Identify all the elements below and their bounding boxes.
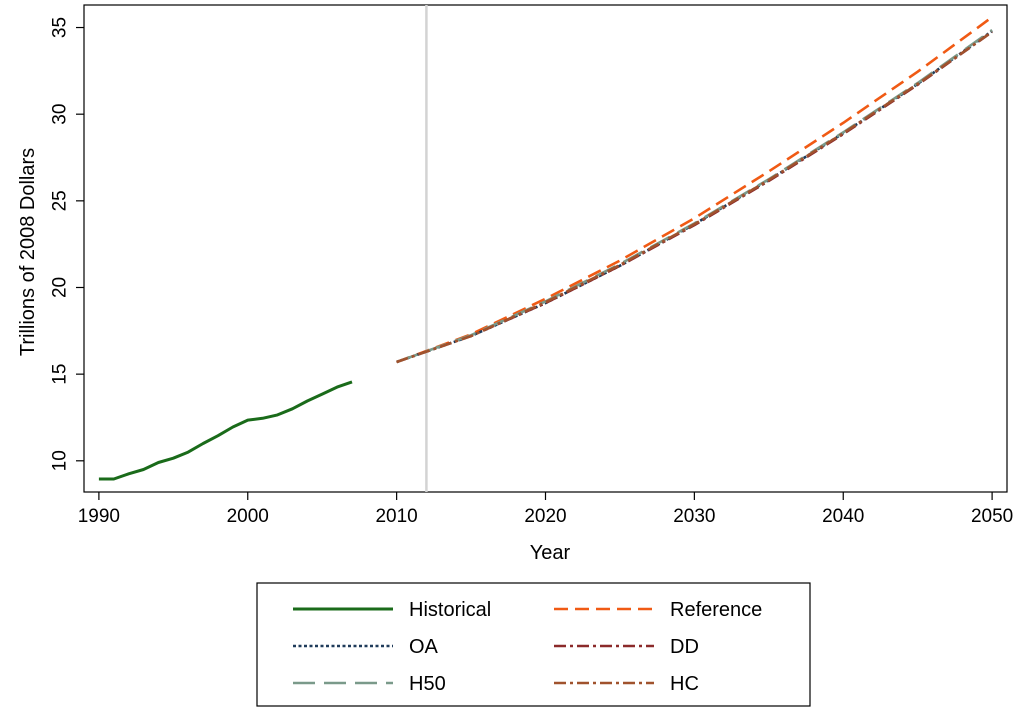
y-tick-label: 15 <box>50 364 71 385</box>
legend-label-oa: OA <box>409 636 439 658</box>
y-tick-label: 35 <box>50 17 71 38</box>
legend-label-historical: Historical <box>409 599 491 621</box>
x-tick-label: 2010 <box>375 506 417 527</box>
y-tick-label: 20 <box>50 277 71 298</box>
y-axis-title: Trillions of 2008 Dollars <box>17 148 39 356</box>
y-tick-label: 10 <box>50 450 71 471</box>
x-tick-label: 2030 <box>673 506 715 527</box>
x-axis-title: Year <box>530 542 571 564</box>
series-line-hc <box>396 30 993 364</box>
y-axis: 10 15 20 25 30 35 <box>50 17 84 471</box>
plot-area <box>83 4 1008 493</box>
x-axis: 1990 2000 2010 2020 2030 2040 2050 <box>78 492 1013 527</box>
y-tick-label: 30 <box>50 104 71 125</box>
series-line-historical <box>98 380 353 481</box>
x-tick-label: 2000 <box>227 506 269 527</box>
y-tick-label: 25 <box>50 190 71 211</box>
x-tick-label: 2040 <box>822 506 864 527</box>
legend-label-h50: H50 <box>409 673 446 695</box>
legend-label-hc: HC <box>670 673 699 695</box>
series-line-reference <box>396 16 993 364</box>
x-tick-label: 2050 <box>971 506 1013 527</box>
legend-label-dd: DD <box>670 636 699 658</box>
x-tick-label: 2020 <box>524 506 566 527</box>
legend-label-reference: Reference <box>670 599 762 621</box>
legend: Historical Reference OA DD H50 HC <box>256 582 811 707</box>
x-tick-label: 1990 <box>78 506 120 527</box>
legend-box <box>256 582 811 707</box>
